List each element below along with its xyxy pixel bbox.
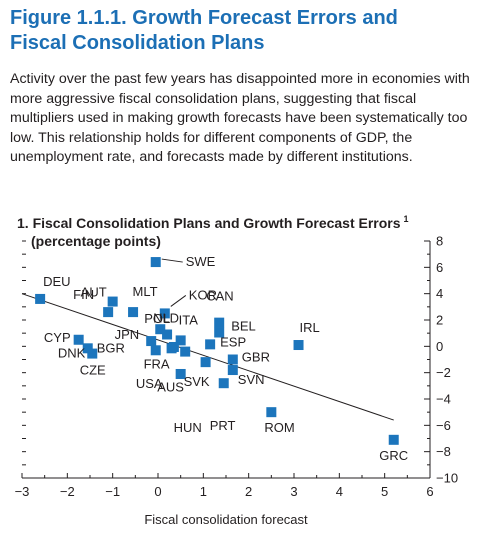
data-point-fin: [103, 307, 114, 318]
data-point-aus: [180, 346, 191, 357]
y-tick-label: 4: [436, 286, 443, 301]
y-tick-label: 6: [436, 260, 443, 275]
unit-label: (percentage points): [31, 233, 161, 249]
data-point-bgr: [82, 343, 93, 354]
data-point-can: [214, 317, 225, 328]
x-tick-label: 2: [245, 484, 252, 499]
data-point-prt: [218, 378, 229, 389]
point-label-hun: HUN: [174, 420, 202, 435]
point-label-mlt: MLT: [133, 284, 158, 299]
point-label-swe: SWE: [186, 254, 216, 269]
data-point-gbr: [227, 354, 238, 365]
data-point-cyp: [73, 334, 84, 345]
x-tick-label: 0: [154, 484, 161, 499]
data-point-aut: [107, 296, 118, 307]
data-point-kor: [159, 308, 170, 319]
y-tick-label: −8: [436, 444, 451, 459]
data-point-hun: [175, 368, 186, 379]
point-label-aus: AUS: [157, 380, 184, 395]
data-point-mlt: [128, 307, 139, 318]
leader-line: [170, 295, 187, 307]
x-tick-label: 5: [381, 484, 388, 499]
point-label-svk: SVK: [184, 374, 210, 389]
data-point-ita: [175, 335, 186, 346]
point-label-aut: AUT: [81, 285, 107, 300]
point-label-deu: DEU: [43, 274, 70, 289]
y-tick-label: −10: [436, 471, 458, 486]
y-tick-label: 8: [436, 234, 443, 249]
chart-title: 1. Fiscal Consolidation Plans and Growth…: [17, 210, 477, 232]
point-label-jpn: JPN: [115, 327, 140, 342]
data-point-swe: [150, 257, 161, 268]
point-label-fin: FIN: [73, 287, 94, 302]
point-label-kor: KOR: [189, 287, 217, 302]
data-point-dnk: [87, 348, 98, 359]
point-label-prt: PRT: [210, 418, 236, 433]
y-tick-label: −4: [436, 392, 451, 407]
point-label-can: CAN: [206, 289, 233, 304]
point-label-rom: ROM: [264, 420, 294, 435]
data-point-svn: [227, 365, 238, 376]
point-label-gbr: GBR: [242, 350, 270, 365]
point-label-usa: USA: [136, 376, 163, 391]
data-point-esp: [205, 339, 216, 350]
point-label-dnk: DNK: [58, 346, 86, 361]
data-point-pol: [155, 324, 166, 335]
point-label-nld: NLD: [153, 310, 179, 325]
x-tick-label: 3: [290, 484, 297, 499]
point-label-bgr: BGR: [97, 340, 125, 355]
figure-title-line1: Figure 1.1.1. Growth Forecast Errors and: [10, 7, 398, 29]
y-tick-label: −6: [436, 418, 451, 433]
point-label-svn: SVN: [238, 372, 265, 387]
data-point-grc: [388, 434, 399, 445]
point-label-fra: FRA: [144, 356, 170, 371]
chart-title-footnote: 1: [403, 214, 409, 224]
x-tick-label: −1: [105, 484, 120, 499]
y-tick-label: 0: [436, 339, 443, 354]
point-label-pol: POL: [144, 311, 170, 326]
x-tick-label: −2: [60, 484, 75, 499]
data-point-irl: [293, 340, 304, 351]
point-label-irl: IRL: [300, 320, 320, 335]
data-point-bel: [214, 327, 225, 338]
x-tick-label: −3: [15, 484, 30, 499]
y-tick-label: 2: [436, 313, 443, 328]
data-point-jpn: [146, 336, 157, 347]
figure-caption: Activity over the past few years has dis…: [10, 71, 470, 165]
data-point-rom: [266, 407, 277, 418]
data-point-cze: [150, 345, 161, 356]
data-point-svk: [200, 357, 211, 368]
x-tick-label: 4: [336, 484, 343, 499]
point-label-cze: CZE: [80, 362, 106, 377]
point-label-bel: BEL: [231, 319, 256, 334]
x-tick-label: 6: [426, 484, 433, 499]
x-axis-title: Fiscal consolidation forecast: [144, 512, 308, 527]
point-label-cyp: CYP: [44, 330, 71, 345]
data-point-deu: [35, 293, 46, 304]
regression-line: [21, 293, 394, 421]
point-label-esp: ESP: [220, 334, 246, 349]
y-tick-label: −2: [436, 365, 451, 380]
figure-title-line2: Fiscal Consolidation Plans: [10, 32, 265, 54]
data-point-nld: [162, 329, 173, 340]
point-label-ita: ITA: [179, 312, 199, 327]
chart-title-text: 1. Fiscal Consolidation Plans and Growth…: [17, 215, 401, 231]
figure-title: Figure 1.1.1. Growth Forecast Errors and…: [10, 6, 470, 56]
data-point-usa: [168, 341, 179, 352]
point-label-grc: GRC: [379, 448, 408, 463]
x-tick-label: 1: [200, 484, 207, 499]
leader-line: [161, 258, 183, 263]
